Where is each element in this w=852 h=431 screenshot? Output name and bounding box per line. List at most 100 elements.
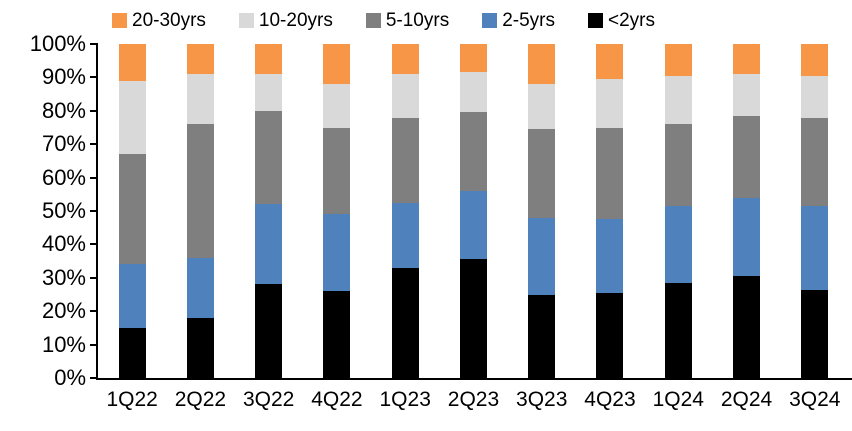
bar-segment-10-20yrs <box>596 79 624 128</box>
bar-segment-20-30yrs <box>801 44 829 76</box>
bar-segment-2-5yrs <box>733 197 761 277</box>
bar-segment-20-30yrs <box>459 44 487 73</box>
y-axis-tick <box>90 310 97 313</box>
y-axis-line <box>96 43 98 380</box>
x-axis-label: 2Q24 <box>720 388 773 411</box>
bar-segment-10-20yrs <box>733 74 761 116</box>
legend-label: <2yrs <box>608 9 655 31</box>
x-axis-label: 3Q22 <box>242 388 295 411</box>
legend-item: 20-30yrs <box>112 11 206 30</box>
bar-segment-20-30yrs <box>118 44 146 81</box>
stacked-bar <box>255 44 283 378</box>
legend-swatch-icon <box>238 12 254 28</box>
bar-segment-10-20yrs <box>118 80 146 155</box>
bar-segment-20-30yrs <box>733 44 761 75</box>
bar-segment-<2yrs <box>528 294 556 378</box>
bar-segment-2-5yrs <box>528 217 556 295</box>
y-axis-tick <box>90 377 97 379</box>
bar-segment-2-5yrs <box>664 206 692 283</box>
bar-segment-<2yrs <box>459 259 487 378</box>
legend-item: <2yrs <box>588 11 655 30</box>
legend-item: 5-10yrs <box>365 11 449 30</box>
y-axis-tick <box>90 109 97 112</box>
bar-segment-2-5yrs <box>391 202 419 268</box>
y-axis-label: 100% <box>29 31 86 56</box>
stacked-bar <box>528 44 556 378</box>
y-axis-label: 70% <box>41 131 86 157</box>
bar-segment-20-30yrs <box>664 44 692 76</box>
bar-segment-2-5yrs <box>118 264 146 328</box>
bar-segment-10-20yrs <box>664 75 692 125</box>
bar-group-4Q23 <box>576 44 644 378</box>
bar-segment-5-10yrs <box>528 129 556 218</box>
legend-swatch-icon <box>112 12 127 28</box>
bar-segment-10-20yrs <box>459 72 487 113</box>
bar-segment-2-5yrs <box>323 214 351 292</box>
bar-segment-2-5yrs <box>801 206 829 290</box>
x-axis-label: 1Q24 <box>652 388 704 411</box>
chart-legend: 20-30yrs 10-20yrs 5-10yrs 2-5yrs <2yrs <box>112 6 655 34</box>
x-axis-line <box>96 378 852 380</box>
y-axis-tick <box>90 276 97 279</box>
y-axis-label: 80% <box>41 97 86 123</box>
legend-item: 10-20yrs <box>238 11 333 30</box>
bar-segment-2-5yrs <box>255 204 283 285</box>
bar-segment-20-30yrs <box>323 44 351 85</box>
bar-group-1Q22 <box>98 44 166 378</box>
bar-segment-20-30yrs <box>596 44 624 80</box>
bar-segment-5-10yrs <box>118 154 146 265</box>
stacked-bar <box>801 44 829 378</box>
bar-segment-5-10yrs <box>459 112 487 191</box>
stacked-bar <box>186 44 214 378</box>
y-axis-label: 90% <box>41 64 86 90</box>
y-axis-label: 20% <box>41 298 86 324</box>
bar-segment-5-10yrs <box>664 124 692 206</box>
bar-segment-<2yrs <box>186 317 214 378</box>
bar-group-1Q24 <box>644 44 712 378</box>
x-axis-label: 2Q23 <box>447 388 500 411</box>
stacked-bar <box>118 44 146 378</box>
bar-segment-<2yrs <box>801 289 829 378</box>
bar-group-2Q22 <box>166 44 234 378</box>
y-axis-tick <box>90 343 97 346</box>
bar-group-3Q24 <box>781 44 849 378</box>
bar-segment-10-20yrs <box>255 74 283 111</box>
bar-segment-20-30yrs <box>255 44 283 75</box>
y-axis-label: 10% <box>41 331 86 357</box>
bar-segment-20-30yrs <box>186 44 214 75</box>
stacked-bar <box>391 44 419 378</box>
bar-segment-10-20yrs <box>391 74 419 118</box>
bar-segment-5-10yrs <box>733 115 761 198</box>
stacked-bar <box>323 44 351 378</box>
bar-segment-<2yrs <box>733 276 761 378</box>
bar-segment-5-10yrs <box>186 124 214 258</box>
x-axis-label: 1Q23 <box>379 388 431 411</box>
bar-segment-2-5yrs <box>596 219 624 293</box>
bar-group-3Q23 <box>508 44 576 378</box>
bar-segment-5-10yrs <box>801 117 829 206</box>
legend-item: 2-5yrs <box>482 11 555 30</box>
stacked-bar <box>664 44 692 378</box>
y-axis-tick <box>90 76 97 79</box>
bar-segment-10-20yrs <box>186 74 214 125</box>
bar-segment-5-10yrs <box>255 110 283 205</box>
legend-swatch-icon <box>482 12 498 28</box>
x-axis-label: 2Q22 <box>174 388 227 411</box>
bar-segment-<2yrs <box>664 282 692 378</box>
x-axis-label: 4Q22 <box>311 388 363 411</box>
legend-swatch-icon <box>588 12 603 28</box>
y-axis-label: 50% <box>41 198 86 223</box>
y-axis-tick <box>90 143 97 146</box>
legend-label: 20-30yrs <box>132 9 206 31</box>
y-axis-label: 30% <box>41 264 86 290</box>
x-axis-label: 1Q22 <box>106 388 158 411</box>
bar-group-1Q23 <box>371 44 439 378</box>
bar-group-3Q22 <box>235 44 303 378</box>
bar-segment-10-20yrs <box>528 84 556 130</box>
bar-segment-10-20yrs <box>801 75 829 118</box>
stacked-bar <box>596 44 624 378</box>
bar-segment-<2yrs <box>323 291 351 378</box>
x-axis-label: 3Q23 <box>516 388 568 411</box>
bar-group-4Q22 <box>303 44 371 378</box>
